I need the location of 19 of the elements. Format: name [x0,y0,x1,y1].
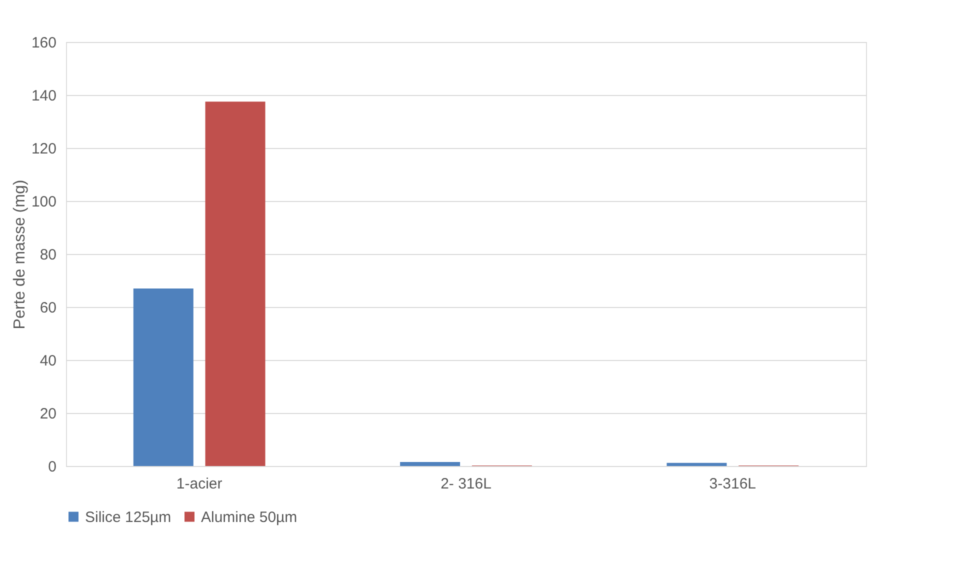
y-tick-label: 120 [31,140,56,158]
y-tick-label: 140 [31,88,56,104]
y-tick-label: 100 [31,194,56,210]
y-tick-label: 0 [48,458,56,476]
x-tick-label: 3-316L [709,476,756,492]
legend-label: Alumine 50µm [201,508,298,526]
y-tick-label: 160 [31,34,56,52]
bar [205,102,266,466]
legend-label: Silice 125µm [85,508,172,526]
y-tick-label: 40 [40,352,56,370]
bar [133,288,194,466]
x-tick-label: 1-acier [176,476,222,492]
bar [666,462,727,466]
y-tick-label: 20 [40,406,56,422]
y-tick-label: 80 [40,246,56,264]
y-axis-title: Perte de masse (mg) [11,180,28,330]
bar [400,462,460,466]
x-tick-label: 2- 316L [440,476,492,492]
y-tick-label: 60 [40,300,56,316]
